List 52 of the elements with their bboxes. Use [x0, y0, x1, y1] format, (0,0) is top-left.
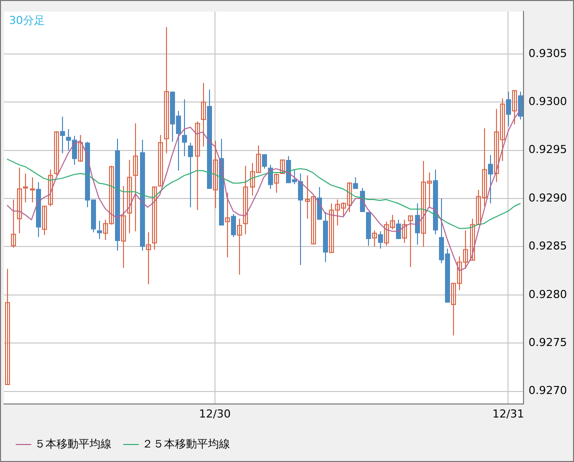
- candlestick: [262, 154, 267, 170]
- candlestick: [127, 160, 132, 234]
- candlestick: [48, 169, 53, 207]
- candlestick: [243, 165, 248, 235]
- y-tick-label: 0.9270: [528, 384, 568, 398]
- legend-label: ２５本移動平均線: [142, 437, 230, 450]
- candlestick: [280, 160, 285, 174]
- candlestick: [60, 116, 65, 154]
- candlestick: [518, 91, 523, 120]
- candlestick: [164, 26, 169, 154]
- legend-label: ５本移動平均線: [34, 437, 112, 450]
- candlestick: [54, 130, 59, 176]
- candlestick: [23, 172, 28, 203]
- candlestick: [402, 219, 407, 244]
- candlestick: [488, 154, 493, 204]
- candlestick: [415, 202, 420, 246]
- candlestick: [182, 98, 187, 157]
- candlestick: [11, 199, 16, 248]
- x-tick-label: 12/31: [492, 407, 524, 420]
- y-tick-label: 0.9290: [528, 191, 568, 204]
- candlestick: [146, 232, 151, 285]
- candlestick: [353, 176, 358, 190]
- candlestick: [274, 172, 279, 194]
- candlestick: [5, 268, 10, 386]
- candlestick: [121, 186, 126, 268]
- candlestick: [158, 134, 163, 187]
- y-tick-label: 0.9300: [528, 95, 568, 108]
- candlestick: [133, 122, 138, 232]
- candlestick: [372, 230, 377, 248]
- candlestick: [237, 218, 242, 276]
- candlestick: [225, 192, 230, 258]
- y-tick-label: 0.9285: [528, 240, 568, 253]
- candlestick: [30, 176, 35, 203]
- candlestick: [78, 134, 83, 162]
- candlestick: [17, 167, 22, 234]
- chart-title: 30分足: [9, 14, 45, 27]
- candlestick: [213, 140, 218, 209]
- y-tick-label: 0.9305: [528, 46, 568, 60]
- y-tick-label: 0.9275: [528, 336, 568, 349]
- candlestick: [42, 206, 47, 236]
- candlestick: [408, 215, 413, 268]
- candlestick: [188, 142, 193, 208]
- candlestick: [201, 82, 206, 148]
- candlestick: [195, 120, 200, 211]
- candlestick: [378, 230, 383, 250]
- candlestick: [152, 186, 157, 250]
- candlestick: [512, 90, 517, 125]
- candlestick: [231, 213, 236, 238]
- candlestick: [506, 91, 511, 127]
- y-tick-label: 0.9295: [528, 143, 568, 156]
- x-tick-label: 12/30: [199, 407, 231, 420]
- y-tick-label: 0.9280: [528, 288, 568, 301]
